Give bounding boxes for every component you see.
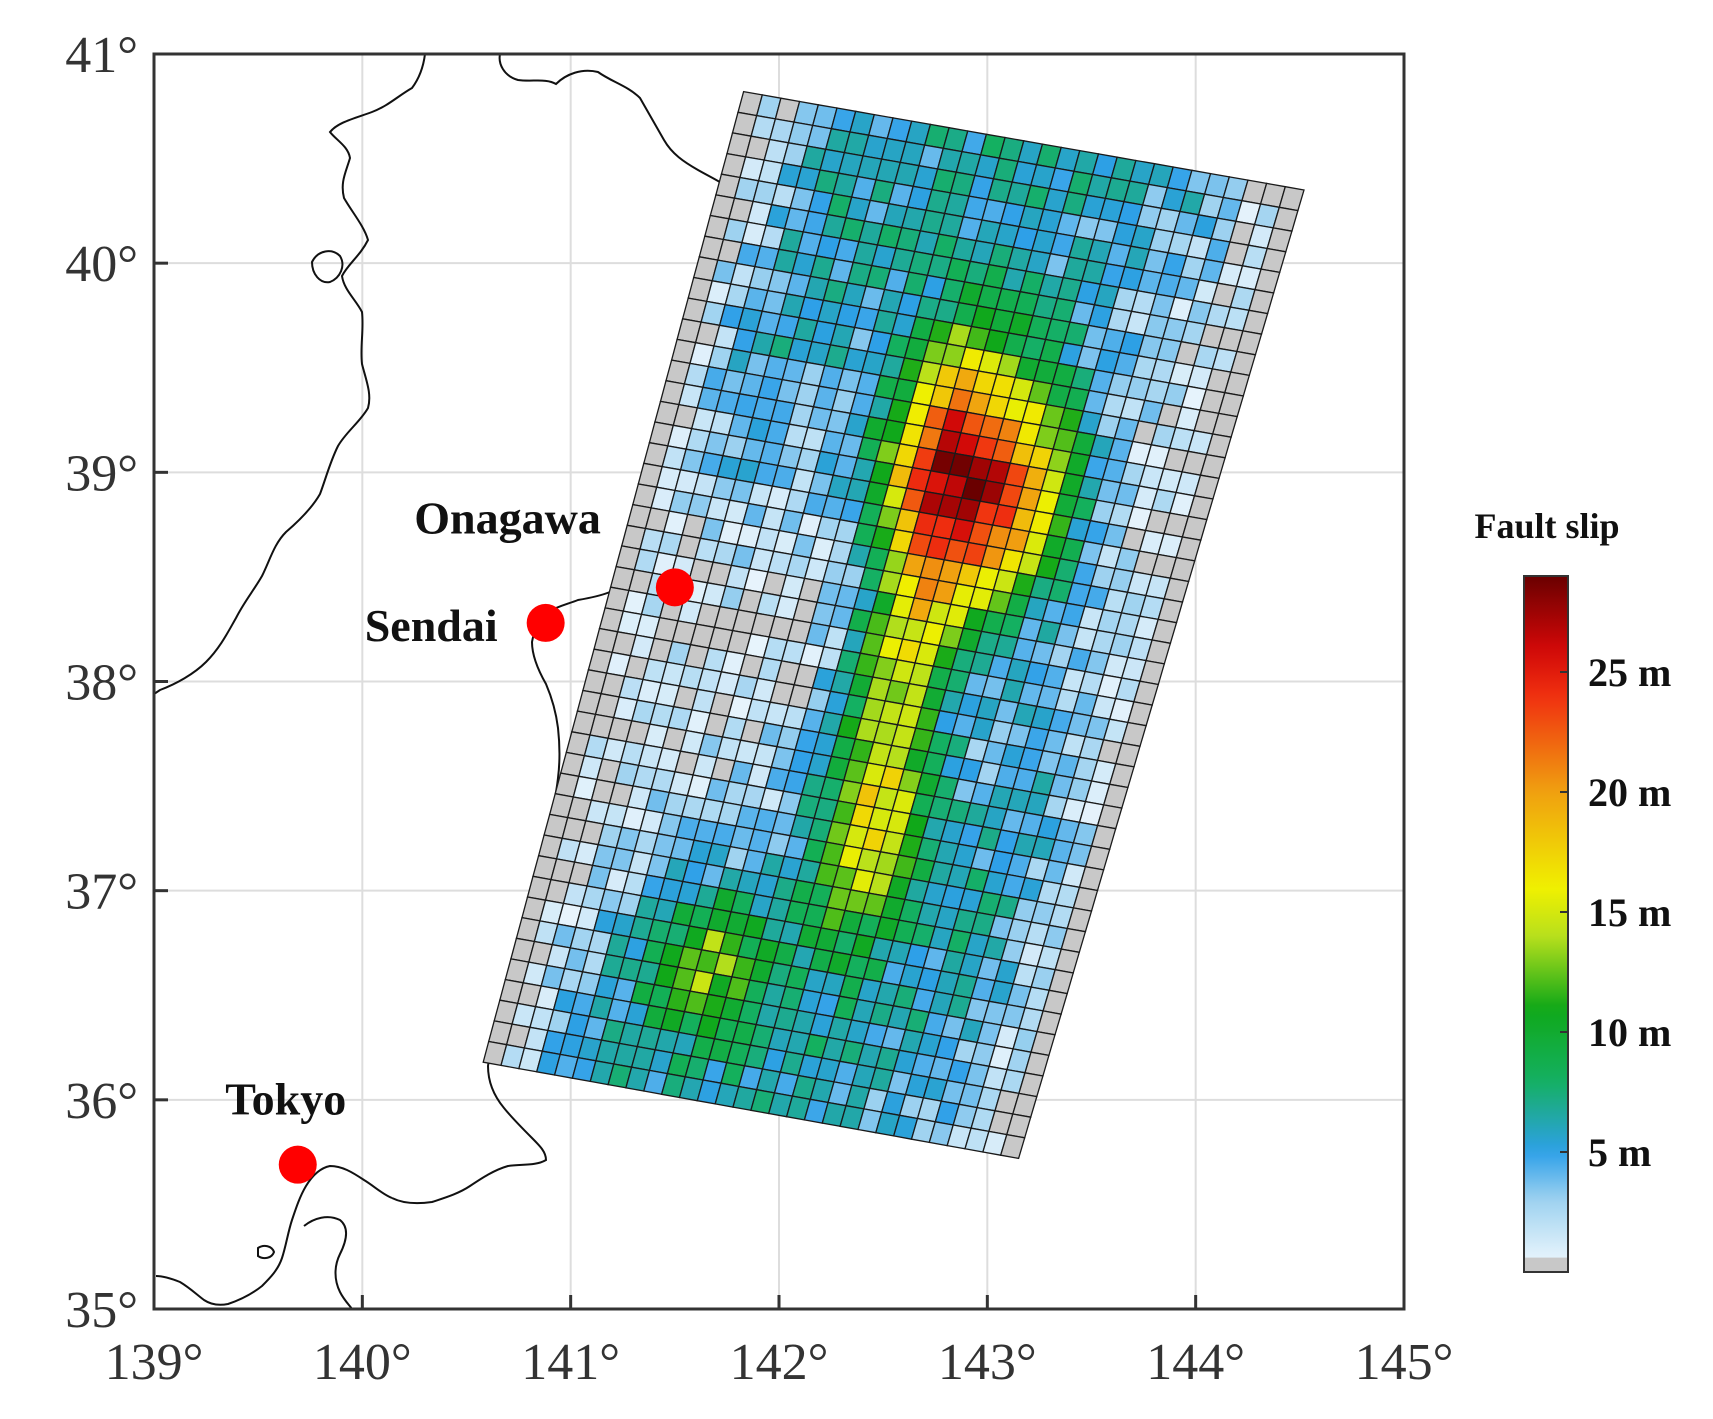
y-tick-label: 38°	[65, 655, 138, 712]
colorbar-tick-label: 5 m	[1588, 1130, 1651, 1175]
city-label-onagawa: Onagawa	[414, 492, 601, 543]
colorbar-tick-label: 15 m	[1588, 890, 1671, 935]
y-tick-label: 35°	[65, 1282, 138, 1339]
colorbar-tick-label: 25 m	[1588, 650, 1671, 695]
x-tick-label: 143°	[938, 1334, 1037, 1391]
city-marker-tokyo	[278, 1145, 317, 1184]
y-tick-label: 41°	[65, 27, 138, 84]
city-label-tokyo: Tokyo	[225, 1074, 346, 1125]
colorbar-ticks: 5 m 10 m 15 m 20 m 25 m	[1560, 650, 1671, 1175]
x-tick-label: 139°	[105, 1334, 204, 1391]
colorbar-outline	[1523, 575, 1569, 1273]
x-tick-label: 144°	[1146, 1334, 1245, 1391]
colorbar-tick-label: 20 m	[1588, 770, 1671, 815]
city-label-sendai: Sendai	[365, 600, 498, 651]
colorbar-gradient	[1524, 576, 1568, 1272]
coastline-honshu-east	[391, 54, 774, 1205]
city-marker-sendai	[526, 603, 565, 642]
y-tick-label: 40°	[65, 236, 138, 293]
city-marker-onagawa	[655, 568, 694, 607]
coastline-tokyo-bay	[155, 1164, 393, 1306]
x-tick-label: 141°	[521, 1334, 620, 1391]
coastline-honshu-west	[154, 54, 426, 695]
y-tick-label: 37°	[65, 864, 138, 921]
colorbar-bar	[1523, 575, 1569, 1273]
colorbar-tick-label: 10 m	[1588, 1010, 1671, 1055]
coastline	[154, 54, 774, 1309]
y-axis-ticks: 41° 40° 39° 38° 37° 36° 35°	[65, 27, 168, 1339]
y-tick-label: 36°	[65, 1073, 138, 1130]
colorbar: Fault slip 5 m 10 m 15 m 20 m 25 m	[1474, 506, 1671, 1273]
fault-grid	[482, 90, 1305, 1160]
coastline-peninsula	[310, 250, 344, 284]
x-axis-ticks: 139° 140° 141° 142° 143° 144° 145°	[105, 1295, 1454, 1391]
coastline-island	[257, 1244, 276, 1260]
x-tick-label: 142°	[730, 1334, 829, 1391]
city-markers: Onagawa Sendai Tokyo	[225, 492, 694, 1184]
x-tick-label: 140°	[313, 1334, 412, 1391]
coastline-boso	[303, 1216, 353, 1309]
y-tick-label: 39°	[65, 445, 138, 502]
colorbar-zero-band	[1524, 1257, 1568, 1272]
colorbar-title: Fault slip	[1474, 506, 1619, 546]
x-tick-label: 145°	[1355, 1334, 1454, 1391]
fault-cell	[999, 1133, 1026, 1160]
